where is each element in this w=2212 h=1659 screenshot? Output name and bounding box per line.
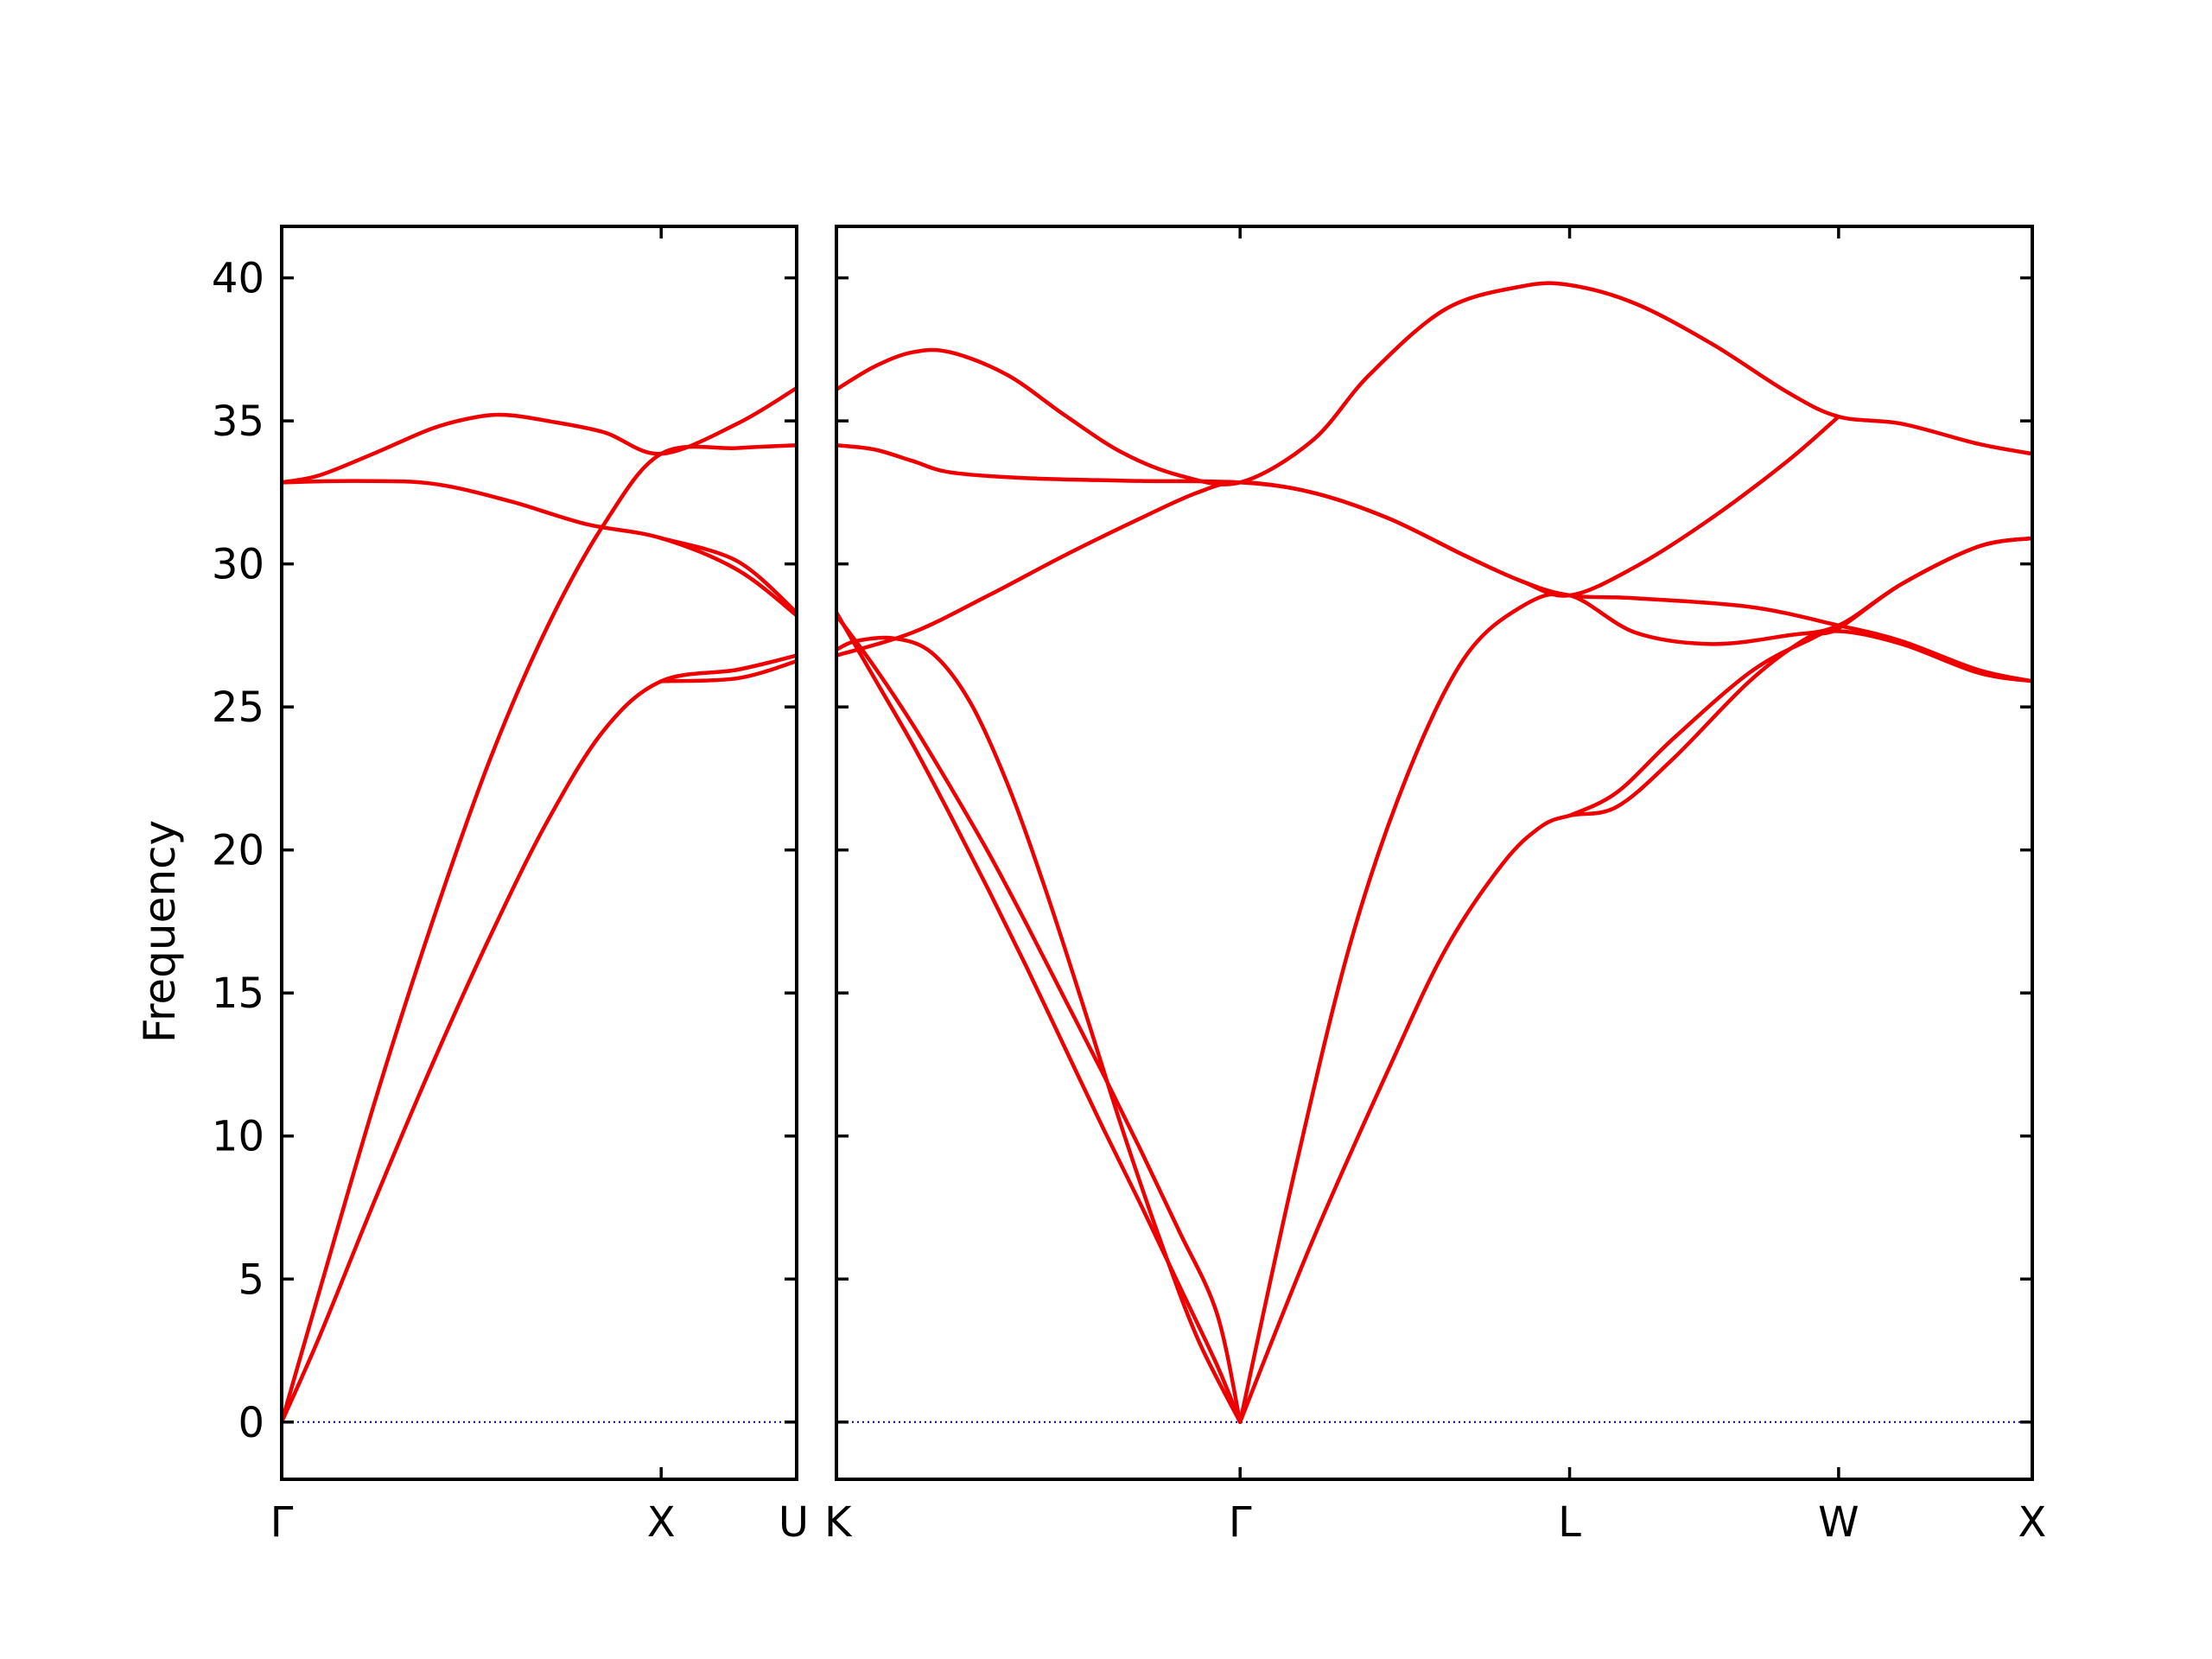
panel-frame <box>835 225 2034 1481</box>
x-tick-label: Γ <box>270 1498 294 1547</box>
x-tick-label: U <box>779 1498 809 1547</box>
band-series-group <box>282 385 797 1425</box>
band-line-3 <box>282 385 797 485</box>
x-tick-label: W <box>1818 1498 1859 1547</box>
band-line-5 <box>836 613 1243 1425</box>
x-tick-label: X <box>2018 1498 2047 1547</box>
y-tick-label: 25 <box>212 683 264 732</box>
y-tick-label: 40 <box>212 255 264 303</box>
y-tick-label: 15 <box>212 969 264 1018</box>
x-tick-label: K <box>824 1498 853 1547</box>
band-line-2 <box>282 653 797 1425</box>
band-line-8 <box>1237 536 2032 1425</box>
y-tick-label: 35 <box>212 397 264 446</box>
panels: 0 5 10 15 20 25 30 35 40 Γ X U K Γ L W X <box>212 225 2047 1547</box>
band-line-6 <box>836 610 1243 1425</box>
band-line-3 <box>836 414 1841 658</box>
y-tick-label: 10 <box>212 1113 264 1161</box>
x-tick-label: L <box>1558 1498 1581 1547</box>
y-tick-label: 5 <box>238 1255 264 1304</box>
band-line-1 <box>836 281 2032 486</box>
y-tick-label: 20 <box>212 827 264 875</box>
y-axis-title: Frequency <box>135 820 185 1043</box>
x-tick-label: Γ <box>1229 1498 1252 1547</box>
band-line-9 <box>1567 629 2032 818</box>
band-series-group <box>836 281 2032 1425</box>
band-line-6 <box>658 658 797 683</box>
x-tick-label: X <box>647 1498 676 1547</box>
panel-frame <box>280 225 798 1481</box>
y-tick-label: 0 <box>238 1399 264 1447</box>
band-line-5 <box>658 536 797 615</box>
y-tick-label: 30 <box>212 541 264 589</box>
panel-1: 0 5 10 15 20 25 30 35 40 Γ X U <box>212 225 809 1547</box>
band-line-4 <box>282 479 797 618</box>
